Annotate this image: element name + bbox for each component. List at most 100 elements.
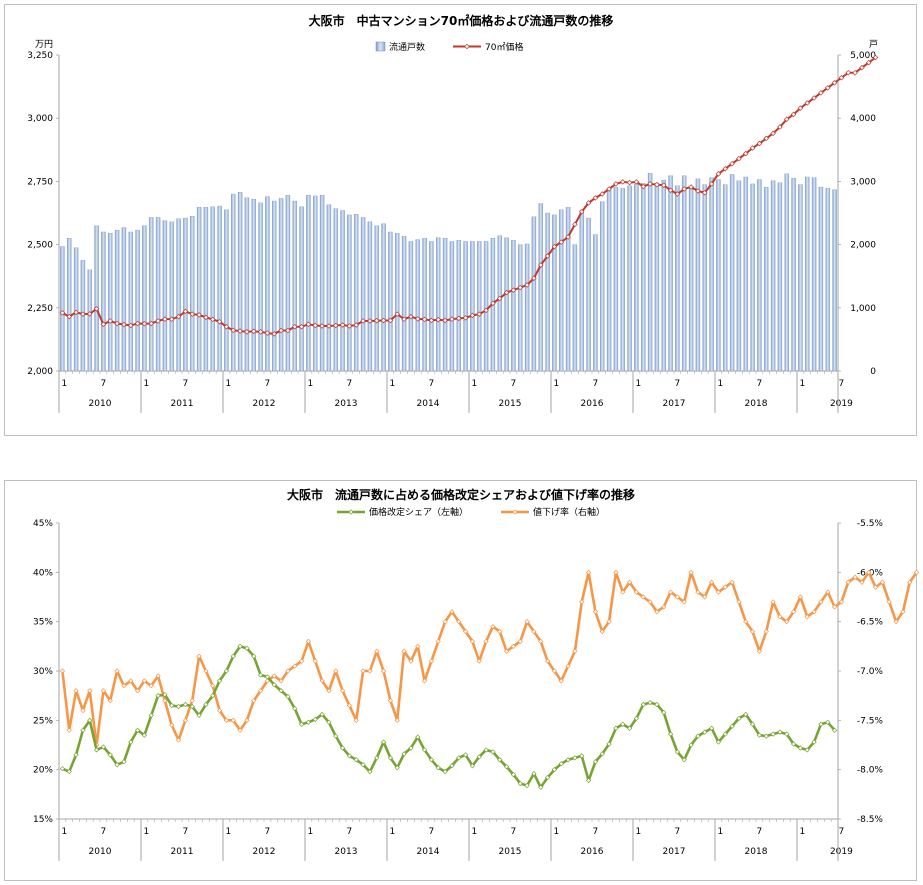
chart2-discount-rate-point xyxy=(257,688,264,694)
chart1-bar-listings xyxy=(87,269,92,372)
chart2-discount-rate-point xyxy=(695,589,701,595)
chart2-revision-share-point xyxy=(305,719,312,725)
chart2-discount-rate-point xyxy=(907,579,913,585)
chart2-svg: 1 7 2010 1 7 2011 1 7 2012 1 7 2013 1 7 2014 1 7 2015 1 7 20… xyxy=(33,487,920,861)
chart2-discount-rate-point xyxy=(203,668,209,674)
chart2-revision-share-point xyxy=(319,711,325,718)
chart1-bar-listings xyxy=(422,238,427,372)
chart2-y-right-tick-label: -7.0% xyxy=(857,667,884,677)
chart1-bar-listings xyxy=(477,241,482,372)
chart1-price-point xyxy=(107,318,114,324)
chart1-price-point xyxy=(599,191,606,197)
chart1-bar-listings xyxy=(203,207,209,372)
chart2-revision-share-point xyxy=(749,721,756,727)
chart1-price-point xyxy=(496,295,503,302)
chart1-month-tick-label: 1 xyxy=(472,379,478,389)
chart1-year-label: 2018 xyxy=(745,399,768,409)
chart2-discount-rate-point xyxy=(251,697,257,704)
chart1-price-point xyxy=(332,322,339,329)
chart2-discount-rate-point xyxy=(565,663,571,669)
chart1-price-point xyxy=(729,160,735,167)
chart2-revision-share-point xyxy=(346,753,353,759)
chart2-discount-rate-point xyxy=(551,668,558,674)
chart1-legend-line-label: 70㎡価格 xyxy=(485,41,523,53)
chart2-discount-rate-point xyxy=(825,589,831,595)
chart1-y-left-tick-label: 3,250 xyxy=(27,51,53,61)
chart1-bar-listings xyxy=(524,243,530,372)
chart1-bar-listings xyxy=(449,241,455,372)
chart1-price-point xyxy=(701,190,708,196)
chart1-price-point xyxy=(209,316,216,323)
chart2-discount-rate-point xyxy=(435,638,441,645)
chart2-revision-share-point xyxy=(736,715,742,721)
chart1-price-point xyxy=(654,181,660,188)
chart2-year-label: 2010 xyxy=(89,847,112,857)
chart2-year-label: 2015 xyxy=(499,847,522,857)
chart2-discount-rate-point xyxy=(620,589,626,595)
chart2-revision-share-point xyxy=(285,694,291,700)
chart1-price-point xyxy=(872,54,879,61)
chart2-discount-rate-point xyxy=(483,638,489,645)
chart2-y-left-tick-label: 20% xyxy=(33,766,53,776)
chart1-bar-listings xyxy=(483,241,489,372)
chart2-revision-share-point xyxy=(230,653,236,659)
chart2-month-tick-label: 1 xyxy=(636,827,642,837)
chart1-price-point xyxy=(592,195,599,201)
chart2-discount-rate-point xyxy=(886,599,892,605)
chart1-bar-listings xyxy=(470,241,475,372)
chart1-bar-listings xyxy=(559,209,564,372)
chart2-revision-share-point xyxy=(729,723,735,729)
chart1-price-point xyxy=(373,317,380,324)
chart2-discount-rate-point xyxy=(784,619,790,625)
chart1-bar-listings xyxy=(415,239,420,372)
chart2-revision-share-point xyxy=(367,769,373,775)
chart2-revision-share-point xyxy=(743,711,749,718)
chart2-revision-share-point xyxy=(257,672,264,678)
chart1-bar-listings xyxy=(531,216,537,372)
chart2-discount-rate-point xyxy=(210,683,216,689)
chart2-month-tick-label: 7 xyxy=(265,827,271,837)
chart1-price-point xyxy=(578,208,585,215)
chart2-discount-rate-point xyxy=(893,619,899,625)
chart1-price-point xyxy=(223,324,230,330)
chart2-revision-share-point xyxy=(599,751,605,757)
chart2-discount-rate-point xyxy=(531,628,537,635)
chart2-month-tick-label: 7 xyxy=(511,827,517,837)
chart1-bar-listings xyxy=(265,196,270,372)
chart1-price-point xyxy=(339,322,346,328)
chart2-revision-share-point xyxy=(210,693,216,699)
chart2-revision-share-point xyxy=(462,752,469,758)
chart2-discount-rate-point xyxy=(681,599,687,605)
chart1-bar-listings xyxy=(272,200,277,372)
chart2-month-tick-label: 1 xyxy=(226,827,232,837)
chart1-bar-listings xyxy=(155,217,161,372)
chart2-discount-rate-point xyxy=(763,628,769,635)
chart1-bar-listings xyxy=(388,231,393,372)
chart2-revision-share-point xyxy=(415,734,421,740)
chart2-revision-share-point xyxy=(538,784,544,791)
chart2-discount-rate-point xyxy=(811,609,817,615)
chart2-discount-rate-point xyxy=(285,668,291,674)
chart1-price-point xyxy=(127,322,134,329)
chart1-price-point xyxy=(476,311,483,317)
chart2-revision-share-point xyxy=(524,782,530,789)
chart2-title: 大阪市 流通戸数に占める価格改定シェアおよび値下げ率の推移 xyxy=(287,487,635,502)
chart1-bar-listings xyxy=(572,244,578,372)
chart1-price-point xyxy=(674,191,681,197)
chart1-bar-listings xyxy=(688,186,694,372)
chart2-month-tick-label: 1 xyxy=(554,827,560,837)
chart1-price-point xyxy=(606,186,612,192)
chart2-revision-share-point xyxy=(66,769,72,775)
chart2-discount-rate-point xyxy=(107,697,113,704)
chart1-month-tick-label: 7 xyxy=(757,379,763,389)
chart2-discount-rate-point xyxy=(770,599,776,605)
chart2-revision-share-point xyxy=(155,693,161,699)
chart2-year-label: 2016 xyxy=(581,847,604,857)
chart1-bar-listings xyxy=(825,188,830,372)
chart1-price-point xyxy=(626,179,633,186)
chart1-price-point xyxy=(271,331,278,337)
chart2-revision-share-point xyxy=(203,701,209,708)
chart1-bar-listings xyxy=(613,186,619,372)
chart1-price-point xyxy=(66,313,73,320)
chart1-bar-listings xyxy=(682,175,687,372)
